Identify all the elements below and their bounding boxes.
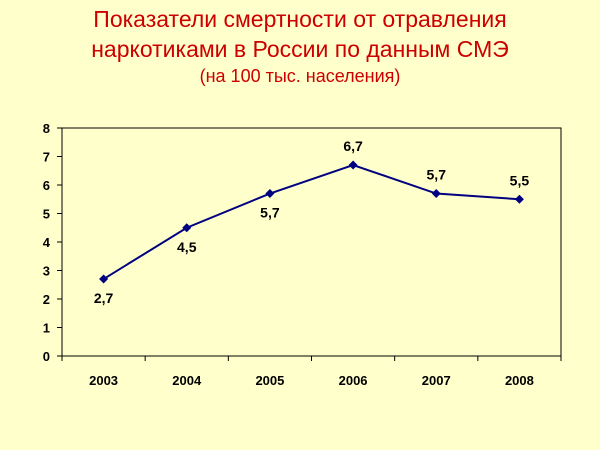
chart-data-labels: 2,7 4,5 5,7 6,7 5,7 5,5 xyxy=(94,138,530,306)
data-point-marker xyxy=(431,189,441,199)
y-tick-label: 8 xyxy=(43,121,50,136)
chart-axes xyxy=(61,127,562,357)
x-tick-label: 2006 xyxy=(339,373,368,388)
y-tick-label: 6 xyxy=(43,178,50,193)
data-label: 6,7 xyxy=(343,138,363,154)
data-point-marker xyxy=(99,274,109,284)
y-tick-label: 3 xyxy=(43,264,50,279)
data-label: 5,5 xyxy=(510,172,530,188)
chart-title-line-2: наркотиками в России по данным СМЭ xyxy=(91,36,509,62)
y-tick-label: 0 xyxy=(43,349,50,364)
data-label: 5,7 xyxy=(260,205,280,221)
data-label: 2,7 xyxy=(94,290,114,306)
chart-subtitle: (на 100 тыс. населения) xyxy=(199,66,401,86)
x-tick-label: 2005 xyxy=(255,373,284,388)
y-tick-label: 1 xyxy=(43,321,50,336)
data-label: 4,5 xyxy=(177,239,197,255)
x-tick-label: 2003 xyxy=(89,373,118,388)
data-point-marker xyxy=(514,194,524,204)
y-tick-label: 7 xyxy=(43,150,50,165)
chart-series xyxy=(99,160,524,284)
x-tick-label: 2007 xyxy=(422,373,451,388)
data-label: 5,7 xyxy=(427,167,447,183)
chart-ticks: 0 1 2 3 4 5 6 7 8 2003 2004 2005 2006 2007 2008 xyxy=(43,121,562,388)
x-tick-label: 2004 xyxy=(172,373,202,388)
series-line xyxy=(103,163,520,280)
y-tick-label: 2 xyxy=(43,292,50,307)
chart-title-line-1: Показатели смертности от отравления xyxy=(93,6,507,32)
y-tick-label: 4 xyxy=(43,235,51,250)
data-point-marker xyxy=(348,160,358,170)
data-point-marker xyxy=(182,223,192,233)
y-tick-label: 5 xyxy=(43,207,50,222)
plot-area-border xyxy=(61,127,562,357)
x-tick-label: 2008 xyxy=(505,373,534,388)
data-point-marker xyxy=(265,189,275,199)
chart-title: Показатели смертности от отравления нарк… xyxy=(0,4,600,64)
